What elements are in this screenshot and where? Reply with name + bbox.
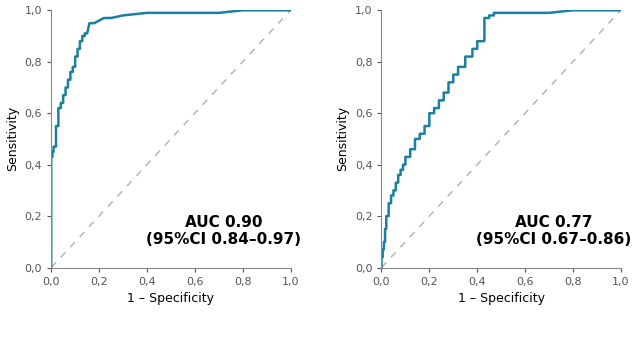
Text: AUC 0.90
(95%CI 0.84–0.97): AUC 0.90 (95%CI 0.84–0.97) <box>146 215 301 247</box>
Y-axis label: Sensitivity: Sensitivity <box>336 106 349 172</box>
Y-axis label: Sensitivity: Sensitivity <box>6 106 19 172</box>
X-axis label: 1 – Specificity: 1 – Specificity <box>127 292 214 305</box>
X-axis label: 1 – Specificity: 1 – Specificity <box>458 292 545 305</box>
Text: AUC 0.77
(95%CI 0.67–0.86): AUC 0.77 (95%CI 0.67–0.86) <box>476 215 632 247</box>
